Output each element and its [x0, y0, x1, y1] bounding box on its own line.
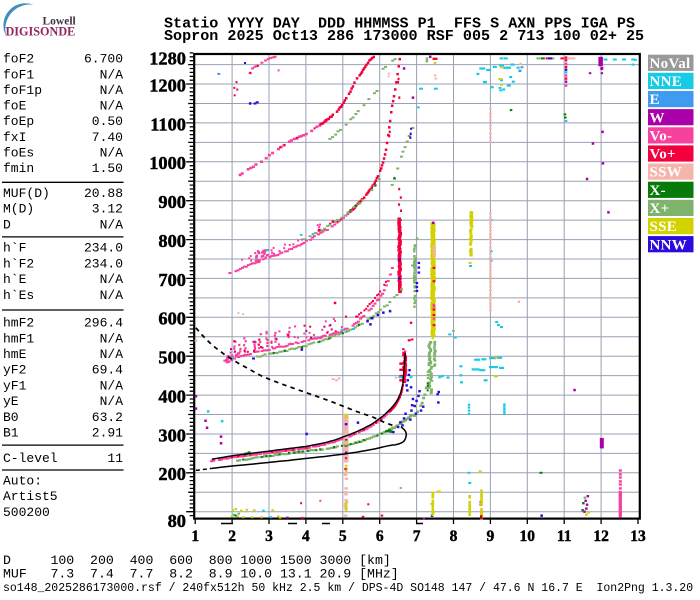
svg-text:D: D [3, 217, 11, 232]
svg-text:N/A: N/A [100, 378, 124, 393]
svg-text:E: E [650, 92, 660, 108]
svg-text:N/A: N/A [100, 331, 124, 346]
svg-text:7.40: 7.40 [92, 130, 123, 145]
svg-text:Artist5: Artist5 [3, 489, 58, 504]
svg-text:20.88: 20.88 [84, 186, 123, 201]
svg-text:N/A: N/A [100, 67, 124, 82]
svg-text:69.4: 69.4 [92, 363, 123, 378]
svg-text:fxI: fxI [3, 130, 26, 145]
svg-text:1280: 1280 [149, 49, 186, 69]
svg-text:8: 8 [450, 528, 458, 545]
svg-text:SSE: SSE [650, 219, 678, 235]
svg-text:N/A: N/A [100, 146, 124, 161]
svg-text:1000: 1000 [149, 153, 186, 173]
svg-text:X-: X- [650, 183, 666, 199]
svg-text:400: 400 [158, 387, 186, 407]
svg-text:0.50: 0.50 [92, 114, 123, 129]
svg-text:Vo+: Vo+ [650, 147, 676, 163]
svg-text:2.91: 2.91 [92, 426, 123, 441]
svg-text:hmE: hmE [3, 347, 27, 362]
svg-text:1200: 1200 [149, 75, 186, 95]
svg-text:N/A: N/A [100, 394, 124, 409]
svg-text:12: 12 [593, 528, 609, 545]
svg-text:63.2: 63.2 [92, 410, 123, 425]
svg-text:700: 700 [158, 270, 186, 290]
svg-text:foF1p: foF1p [3, 83, 42, 98]
svg-text:600: 600 [158, 309, 186, 329]
svg-text:6: 6 [376, 528, 384, 545]
svg-text:NoVal: NoVal [650, 56, 691, 72]
svg-text:6.700: 6.700 [84, 52, 123, 67]
svg-text:Statio YYYY DAY DDD HHMMSS P1: Statio YYYY DAY DDD HHMMSS P1 FFS S AXN … [164, 14, 635, 32]
svg-text:10: 10 [520, 528, 536, 545]
svg-text:2: 2 [228, 528, 236, 545]
svg-text:11: 11 [557, 528, 572, 545]
svg-text:foEs: foEs [3, 146, 34, 161]
svg-text:foE: foE [3, 99, 27, 114]
svg-text:foF2: foF2 [3, 52, 34, 67]
svg-text:1100: 1100 [150, 114, 186, 134]
svg-text:foF1: foF1 [3, 67, 34, 82]
svg-text:Vo-: Vo- [650, 129, 673, 145]
svg-text:hmF2: hmF2 [3, 316, 34, 331]
svg-text:yF2: yF2 [3, 363, 26, 378]
svg-text:N/A: N/A [100, 347, 124, 362]
svg-text:SSW: SSW [650, 165, 683, 181]
svg-text:Auto:: Auto: [3, 474, 42, 489]
svg-text:so148_2025286173000.rsf / 240f: so148_2025286173000.rsf / 240fx512h 50 k… [3, 582, 693, 595]
svg-text:N/A: N/A [100, 272, 124, 287]
svg-text:hmF1: hmF1 [3, 331, 34, 346]
svg-text:500: 500 [158, 348, 186, 368]
svg-text:h`Es: h`Es [3, 288, 34, 303]
svg-text:MUF 7.3 7.4 7.7 8.2 8.9: MUF 7.3 7.4 7.7 8.2 8.9 10.0 13.1 20.9 [… [3, 566, 399, 581]
svg-text:4: 4 [302, 528, 310, 545]
svg-text:X+: X+ [650, 201, 670, 217]
svg-text:7: 7 [413, 528, 421, 545]
svg-text:N/A: N/A [100, 99, 124, 114]
svg-text:B0: B0 [3, 410, 19, 425]
svg-text:234.0: 234.0 [84, 256, 123, 271]
svg-text:fmin: fmin [3, 161, 34, 176]
svg-text:DIGISONDE: DIGISONDE [6, 25, 76, 39]
svg-text:5: 5 [339, 528, 347, 545]
svg-text:D 100 200 400 600 800: D 100 200 400 600 800 1000 1500 3000 [km… [3, 553, 391, 568]
svg-text:N/A: N/A [100, 83, 124, 98]
svg-text:C-level: C-level [3, 451, 58, 466]
svg-text:h`F2: h`F2 [3, 256, 34, 271]
svg-text:200: 200 [158, 464, 186, 484]
svg-text:800: 800 [158, 231, 186, 251]
svg-text:3: 3 [265, 528, 273, 545]
svg-text:13: 13 [630, 528, 646, 545]
svg-text:500200: 500200 [3, 505, 50, 520]
svg-text:W: W [650, 110, 665, 126]
svg-text:900: 900 [158, 192, 186, 212]
svg-text:296.4: 296.4 [84, 316, 123, 331]
svg-text:NNE: NNE [650, 74, 683, 90]
svg-text:80: 80 [168, 511, 186, 531]
svg-text:yF1: yF1 [3, 378, 27, 393]
svg-text:MUF(D): MUF(D) [3, 186, 50, 201]
svg-text:h`F: h`F [3, 241, 26, 256]
svg-text:1: 1 [191, 528, 199, 545]
svg-text:N/A: N/A [100, 288, 124, 303]
svg-text:Lowell: Lowell [43, 16, 76, 28]
svg-text:Sopron 2025 Oct13 286 173000 R: Sopron 2025 Oct13 286 173000 RSF 005 2 7… [164, 27, 644, 45]
svg-text:M(D): M(D) [3, 202, 34, 217]
svg-text:234.0: 234.0 [84, 241, 123, 256]
svg-text:9: 9 [487, 528, 495, 545]
svg-text:11: 11 [107, 451, 123, 466]
svg-text:1.50: 1.50 [92, 161, 123, 176]
svg-text:3.12: 3.12 [92, 202, 123, 217]
svg-text:foEp: foEp [3, 114, 34, 129]
svg-text:B1: B1 [3, 426, 19, 441]
svg-text:300: 300 [158, 425, 186, 445]
svg-text:N/A: N/A [100, 217, 124, 232]
svg-text:NNW: NNW [650, 237, 688, 253]
svg-text:h`E: h`E [3, 272, 27, 287]
svg-text:yE: yE [3, 394, 19, 409]
